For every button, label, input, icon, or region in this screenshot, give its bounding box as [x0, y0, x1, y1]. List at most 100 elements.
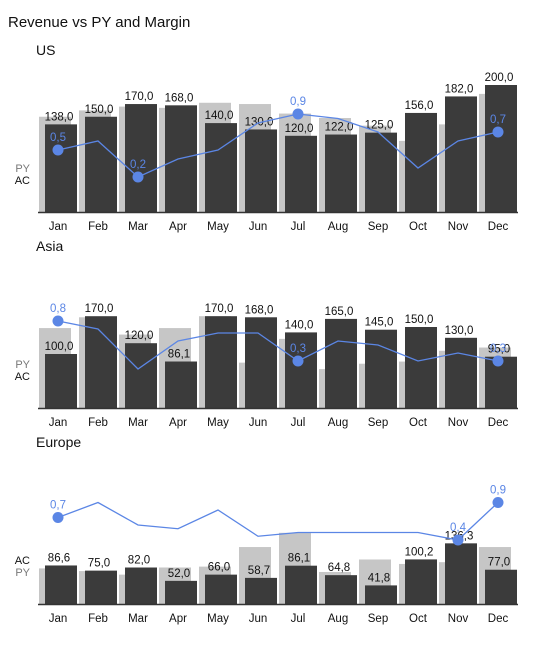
europe-value-label: 52,0	[168, 568, 190, 580]
us-month-label: Jun	[249, 221, 268, 233]
asia-month-label: May	[207, 417, 229, 429]
asia-side-label: PY	[15, 359, 30, 371]
asia-margin-label: 0,8	[50, 303, 66, 315]
europe-month-label: Mar	[128, 613, 148, 625]
us-side-label: PY	[15, 163, 30, 175]
us-month-label: Oct	[409, 221, 428, 233]
europe-month-label: Sep	[368, 613, 388, 625]
asia-value-label: 140,0	[285, 319, 314, 331]
us-month-label: Dec	[488, 221, 509, 233]
us-month-label: Aug	[328, 221, 348, 233]
europe-ac-bar	[125, 567, 157, 604]
asia-month-label: Nov	[448, 417, 469, 429]
asia-margin-label: 0,3	[490, 343, 506, 355]
us-value-label: 138,0	[45, 111, 74, 123]
europe-value-label: 86,1	[288, 553, 310, 565]
asia-value-label: 165,0	[325, 306, 354, 318]
asia-value-label: 170,0	[205, 303, 234, 315]
us-margin-label: 0,7	[490, 114, 506, 126]
europe-month-label: May	[207, 613, 229, 625]
us-value-label: 156,0	[405, 100, 434, 112]
asia-value-label: 130,0	[445, 325, 474, 337]
asia-value-label: 120,0	[125, 330, 154, 342]
europe-margin-label: 0,9	[490, 485, 506, 497]
europe-value-label: 75,0	[88, 558, 110, 570]
asia-month-label: Jan	[49, 417, 68, 429]
asia-margin-marker	[52, 315, 64, 327]
europe-month-label: Jan	[49, 613, 68, 625]
europe-ac-bar	[45, 565, 77, 604]
us-month-label: Jan	[49, 221, 68, 233]
asia-ac-bar	[445, 337, 477, 408]
asia-margin-label: 0,3	[290, 343, 306, 355]
europe-ac-bar	[165, 580, 197, 604]
us-margin-line	[57, 113, 499, 178]
us-ac-bar	[125, 104, 157, 212]
us-ac-bar	[325, 134, 357, 212]
europe-value-label: 66,0	[208, 562, 230, 574]
us-month-label: May	[207, 221, 229, 233]
asia-ac-bar	[45, 354, 77, 408]
us-ac-bar	[485, 85, 517, 212]
us-value-label: 150,0	[85, 104, 114, 116]
us-month-label: Nov	[448, 221, 469, 233]
asia-value-label: 145,0	[365, 317, 394, 329]
us-ac-bar	[205, 123, 237, 212]
us-ac-bar	[445, 96, 477, 212]
asia-ac-bar	[125, 343, 157, 408]
us-margin-label: 0,5	[50, 132, 66, 144]
us-ac-bar	[85, 116, 117, 212]
us-value-label: 122,0	[325, 122, 354, 134]
europe-margin-label: 0,7	[50, 500, 66, 512]
us-margin-marker	[52, 144, 64, 156]
asia-value-label: 150,0	[405, 314, 434, 326]
us-month-label: Sep	[368, 221, 388, 233]
us-margin-marker	[292, 108, 304, 120]
asia-month-label: Jun	[249, 417, 268, 429]
asia-value-label: 95,0	[488, 344, 510, 356]
us-month-label: Apr	[169, 221, 187, 233]
europe-month-label: Dec	[488, 613, 509, 625]
us-value-label: 182,0	[445, 83, 474, 95]
us-value-label: 140,0	[205, 110, 234, 122]
us-value-label: 125,0	[365, 120, 394, 132]
asia-margin-marker	[492, 355, 504, 367]
europe-margin-marker	[52, 512, 64, 523]
europe-ac-bar	[365, 585, 397, 604]
europe-value-label: 64,8	[328, 562, 350, 574]
asia-month-label: Dec	[488, 417, 509, 429]
europe-ac-bar	[85, 570, 117, 604]
us-month-label: Feb	[88, 221, 108, 233]
europe-margin-label: 0,4	[450, 522, 467, 534]
europe-month-label: Jul	[291, 613, 306, 625]
europe-title: Europe	[36, 434, 81, 450]
europe-month-label: Oct	[409, 613, 428, 625]
us-margin-marker	[492, 126, 504, 138]
asia-ac-bar	[245, 317, 277, 408]
asia-side-label: AC	[15, 371, 30, 383]
us-margin-label: 0,2	[130, 159, 146, 171]
europe-value-label: 82,0	[128, 555, 150, 567]
europe-value-label: 41,8	[368, 572, 390, 584]
europe-month-label: Aug	[328, 613, 348, 625]
europe-ac-bar	[285, 565, 317, 604]
us-ac-bar	[245, 129, 277, 212]
us-value-label: 120,0	[285, 123, 314, 135]
europe-value-label: 58,7	[248, 565, 270, 577]
asia-title: Asia	[36, 238, 63, 254]
europe-side-label: AC	[15, 555, 30, 567]
us-margin-label: 0,9	[290, 96, 306, 108]
asia-ac-bar	[205, 316, 237, 408]
europe-margin-marker	[452, 534, 464, 546]
us-ac-bar	[285, 135, 317, 212]
europe-value-label: 100,2	[405, 546, 434, 558]
asia-month-label: Feb	[88, 417, 108, 429]
asia-value-label: 86,1	[168, 349, 190, 361]
us-month-label: Jul	[291, 221, 306, 233]
europe-month-label: Apr	[169, 613, 187, 625]
asia-value-label: 168,0	[245, 304, 274, 316]
us-value-label: 170,0	[125, 91, 154, 103]
us-margin-marker	[132, 171, 144, 183]
asia-value-label: 170,0	[85, 303, 114, 315]
